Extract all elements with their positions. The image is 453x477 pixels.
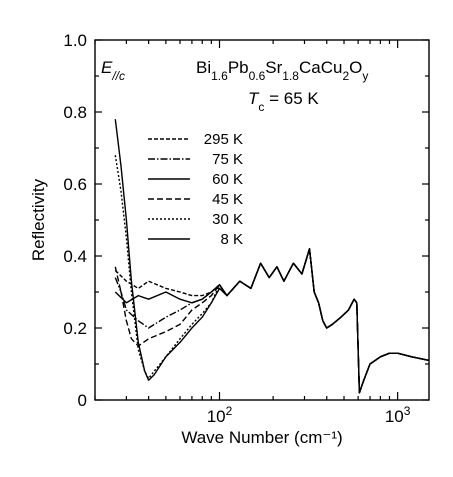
tc-subscript: c [258, 100, 264, 114]
plot-frame [94, 39, 430, 401]
legend-label: 30 K [212, 211, 243, 228]
formula-part: 0.6 [249, 69, 266, 83]
axis-tick-labels: 0 0.2 0.4 0.6 0.8 1.0 102 103 [63, 31, 410, 426]
series-line-60-k [114, 248, 430, 394]
tc-annotation: Tc = 65 K [248, 89, 319, 114]
legend-label: 75 K [212, 151, 243, 168]
y-tick-label: 0.4 [63, 247, 87, 266]
formula-part: 1.8 [282, 69, 299, 83]
y-tick-label: 0.2 [63, 319, 87, 338]
x-axis-label: Wave Number (cm⁻¹) [181, 428, 342, 447]
series-line-295-k [114, 248, 430, 394]
legend-label: 295 K [204, 131, 243, 148]
legend: 295 K 75 K 60 K 45 K 30 K 8 K [148, 131, 243, 248]
tc-symbol: T [248, 89, 260, 108]
x-tick-label: 102 [207, 404, 233, 426]
formula-part: CaCu [299, 58, 342, 77]
y-tick-label: 1.0 [63, 31, 87, 50]
formula-annotation: Bi1.6Pb0.6Sr1.8CaCu2Oy [196, 58, 368, 83]
formula-part: O [349, 58, 362, 77]
formula-part: 1.6 [211, 69, 228, 83]
legend-label: 60 K [212, 171, 243, 188]
tc-value: = 65 K [264, 89, 319, 108]
formula-part: Pb [228, 58, 249, 77]
formula-part: y [362, 69, 368, 83]
series-line-75-k [114, 248, 430, 394]
y-tick-label: 0.6 [63, 175, 87, 194]
series-line-45-k [114, 248, 430, 394]
x-tick-label: 103 [385, 404, 411, 426]
y-tick-label: 0.8 [63, 103, 87, 122]
axis-ticks [94, 39, 429, 401]
polarization-annotation: E//c [101, 58, 125, 83]
polarization-subscript: //c [111, 69, 125, 83]
legend-label: 8 K [220, 231, 243, 248]
formula-part: Bi [196, 58, 211, 77]
formula-part: Sr [265, 58, 282, 77]
polarization-symbol: E [101, 58, 113, 77]
y-axis-label: Reflectivity [29, 178, 48, 261]
series-lines [114, 119, 430, 394]
formula-part: 2 [342, 69, 349, 83]
series-line-8-k [114, 119, 430, 394]
legend-label: 45 K [212, 191, 243, 208]
y-tick-label: 0 [78, 391, 87, 410]
